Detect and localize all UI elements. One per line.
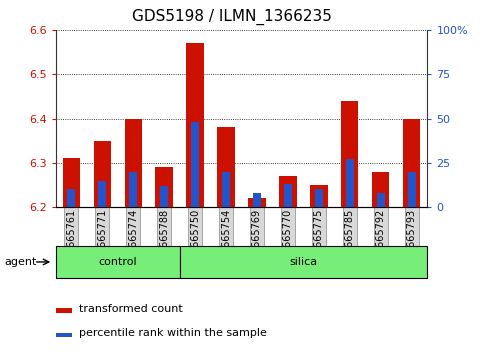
Bar	[377, 193, 385, 207]
Bar	[56, 333, 72, 337]
Bar	[98, 181, 106, 207]
Text: silica: silica	[289, 257, 317, 267]
Bar	[186, 44, 203, 207]
Bar	[180, 246, 427, 278]
Bar	[280, 176, 297, 207]
Bar	[129, 172, 137, 207]
Bar	[94, 141, 111, 207]
Bar	[67, 189, 75, 207]
Bar	[408, 172, 416, 207]
Bar	[284, 184, 292, 207]
Bar	[156, 167, 172, 207]
Text: percentile rank within the sample: percentile rank within the sample	[79, 329, 267, 338]
Bar	[403, 119, 421, 207]
Bar	[160, 186, 168, 207]
Bar	[62, 159, 80, 207]
Text: GDS5198 / ILMN_1366235: GDS5198 / ILMN_1366235	[132, 9, 332, 25]
Text: transformed count: transformed count	[79, 304, 183, 314]
Bar	[125, 119, 142, 207]
Bar	[56, 308, 72, 313]
Bar	[372, 172, 389, 207]
Bar	[222, 172, 230, 207]
Bar	[191, 122, 199, 207]
Bar	[253, 193, 261, 207]
Bar	[56, 246, 180, 278]
Bar	[341, 101, 358, 207]
Bar	[217, 127, 235, 207]
Bar	[346, 159, 354, 207]
Text: control: control	[98, 257, 137, 267]
Bar	[315, 189, 323, 207]
Bar	[311, 185, 327, 207]
Text: agent: agent	[5, 257, 37, 267]
Bar	[248, 198, 266, 207]
